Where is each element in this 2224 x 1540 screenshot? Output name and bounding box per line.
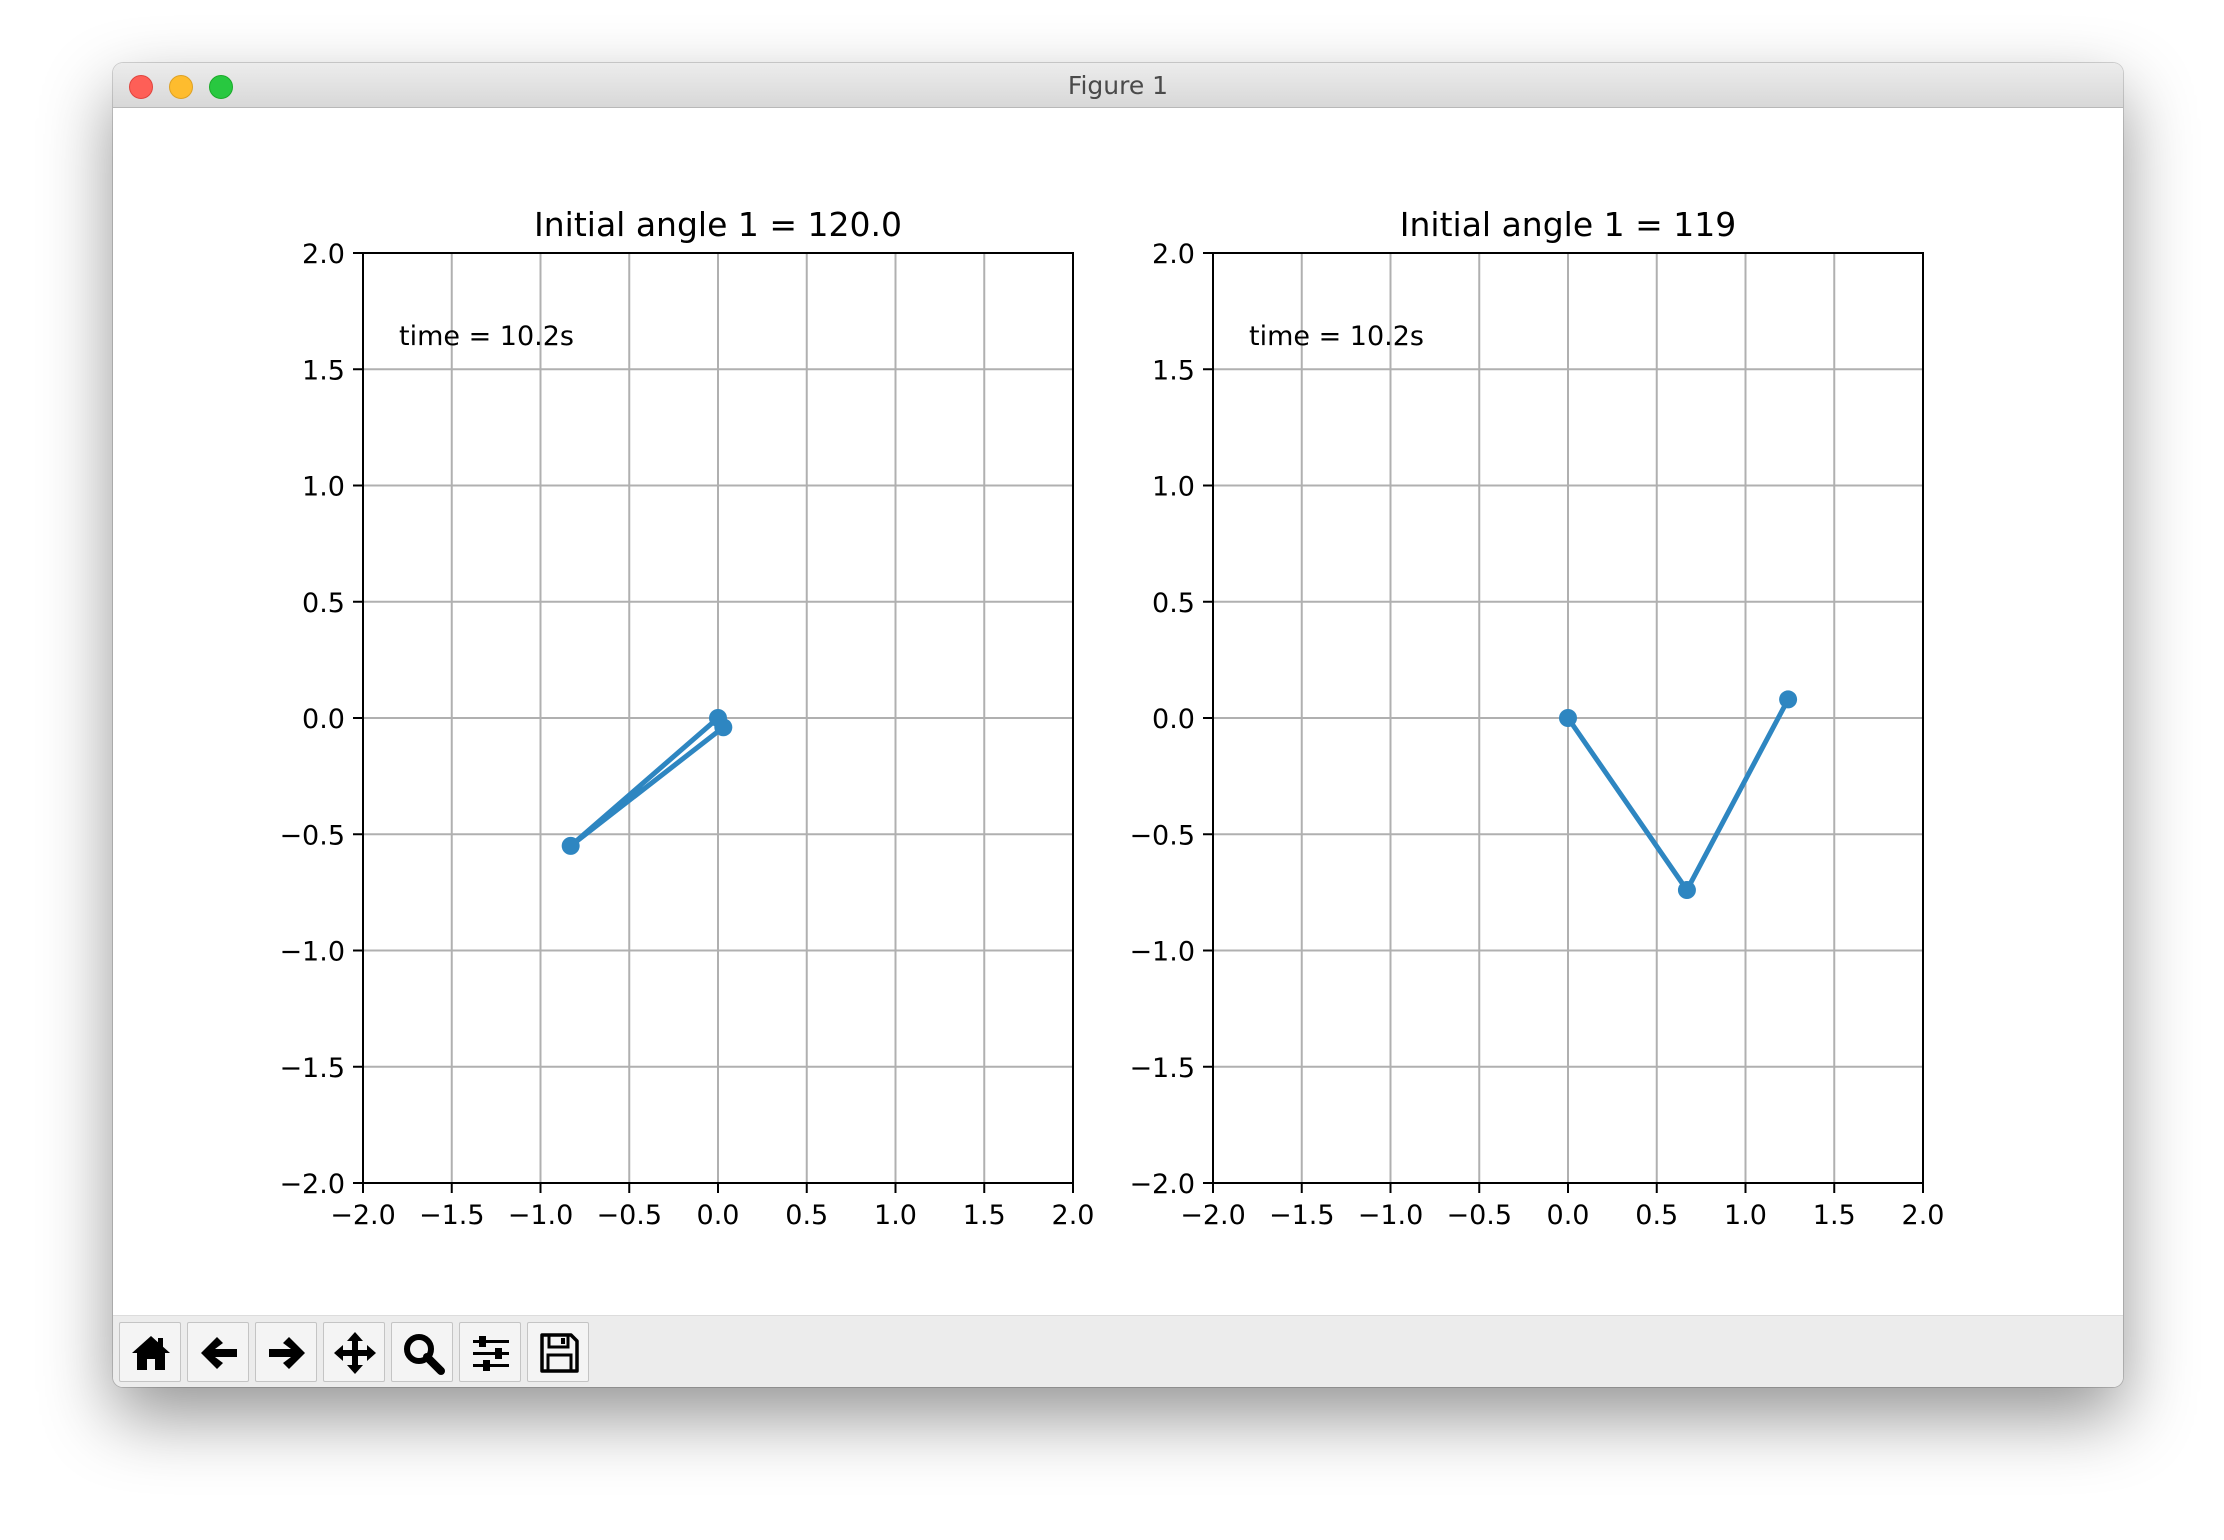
y-tick-label: 2.0 [1152,239,1195,270]
zoom-button[interactable] [391,1322,453,1382]
x-tick-label: 1.0 [1724,1200,1767,1231]
home-button[interactable] [119,1322,181,1382]
x-tick-label: 2.0 [1902,1200,1945,1231]
figure-svg: −2.0−2.0−1.5−1.5−1.0−1.0−0.5−0.50.00.00.… [279,205,1945,1231]
pan-button[interactable] [323,1322,385,1382]
y-tick-label: −1.0 [1129,937,1195,968]
pendulum-point [1677,881,1696,900]
y-tick-label: 0.5 [302,588,345,619]
close-window-button[interactable] [129,75,153,99]
pendulum-point [1559,709,1577,727]
pendulum-line [1565,696,1791,893]
y-tick-label: −1.0 [279,937,345,968]
magnifier-icon [404,1334,445,1375]
y-tick-label: −2.0 [1129,1169,1195,1200]
plot-title: Initial angle 1 = 120.0 [534,205,902,244]
x-tick-label: 2.0 [1052,1200,1095,1231]
y-tick-label: −0.5 [279,820,345,851]
y-tick-label: 0.0 [302,704,345,735]
window-title: Figure 1 [1067,71,1169,100]
x-tick-label: −1.0 [1358,1200,1424,1231]
arrow-left-icon [201,1337,237,1369]
pendulum-line [568,715,726,849]
y-tick-label: 1.0 [1152,472,1195,503]
plot-title: Initial angle 1 = 119 [1400,205,1736,244]
y-tick-label: −1.5 [279,1053,345,1084]
y-tick-label: 1.0 [302,472,345,503]
back-button[interactable] [187,1322,249,1382]
y-tick-label: 0.5 [1152,588,1195,619]
x-tick-label: 1.5 [963,1200,1006,1231]
figure-window: Figure 1 −2.0 −2.0 −1.5 −1.5 −1.0 −1.0 −0.5 −0.… [113,63,2123,1387]
figure-canvas[interactable]: −2.0 −2.0 −1.5 −1.5 −1.0 −1.0 −0.5 −0.5 0.0 0.0 0.… [113,108,2123,1313]
x-tick-label: 0.5 [1635,1200,1678,1231]
x-tick-label: 1.0 [874,1200,917,1231]
y-tick-label: 1.5 [1152,355,1195,386]
y-tick-label: −1.5 [1129,1053,1195,1084]
configure-subplots-button[interactable] [459,1322,521,1382]
save-button[interactable] [527,1322,589,1382]
x-tick-label: −1.0 [508,1200,574,1231]
move-icon [334,1332,376,1374]
y-tick-label: 2.0 [302,239,345,270]
pendulum-point [561,836,580,855]
time-annotation: time = 10.2s [399,321,574,352]
y-tick-label: −0.5 [1129,820,1195,851]
floppy-disk-icon [540,1333,579,1373]
title-bar[interactable]: Figure 1 [113,63,2123,108]
forward-button[interactable] [255,1322,317,1382]
x-tick-label: 0.0 [697,1200,740,1231]
pendulum-point [1779,690,1798,709]
zoom-window-button[interactable] [209,75,233,99]
x-tick-label: −1.5 [419,1200,485,1231]
x-tick-label: 0.5 [785,1200,828,1231]
minimize-window-button[interactable] [169,75,193,99]
time-annotation: time = 10.2s [1249,321,1424,352]
pendulum-point [714,718,733,737]
x-tick-label: −2.0 [330,1200,396,1231]
axes-frame [1212,252,1924,1184]
x-tick-label: −1.5 [1269,1200,1335,1231]
home-icon [132,1336,170,1370]
navigation-toolbar [113,1315,2123,1387]
x-tick-label: −0.5 [596,1200,662,1231]
x-tick-label: −0.5 [1446,1200,1512,1231]
y-tick-label: 1.5 [302,355,345,386]
x-tick-label: −2.0 [1180,1200,1246,1231]
arrow-right-icon [269,1337,305,1369]
x-tick-label: 1.5 [1813,1200,1856,1231]
axes-frame [362,252,1074,1184]
x-tick-label: 0.0 [1547,1200,1590,1231]
sliders-icon [473,1336,509,1371]
y-tick-label: 0.0 [1152,704,1195,735]
y-tick-label: −2.0 [279,1169,345,1200]
